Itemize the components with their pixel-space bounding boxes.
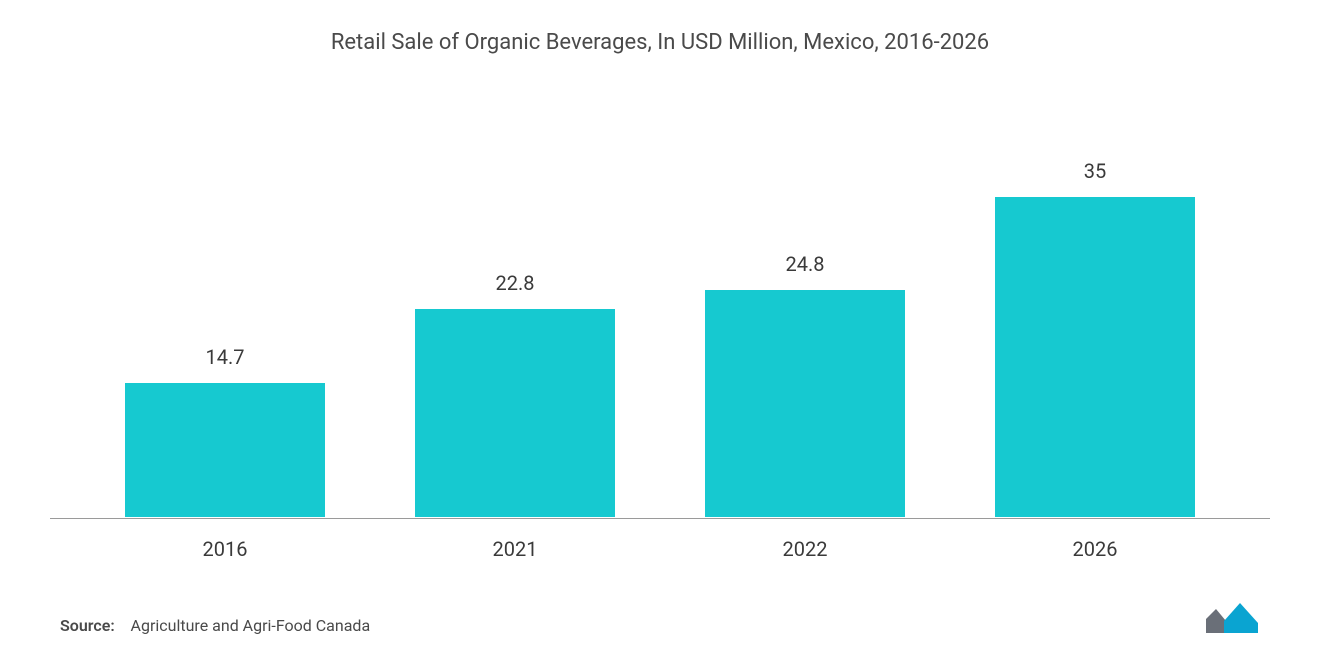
bar-value-label: 35 — [1084, 159, 1106, 183]
plot-area: 14.7 22.8 24.8 35 — [50, 105, 1270, 518]
source-line: Source: Agriculture and Agri-Food Canada — [60, 616, 370, 635]
bar-group: 14.7 — [97, 345, 352, 517]
x-axis: 2016 2021 2022 2026 — [50, 518, 1270, 561]
bar-group: 22.8 — [387, 271, 642, 517]
source-text: Agriculture and Agri-Food Canada — [131, 616, 371, 635]
bar — [995, 197, 1194, 517]
brand-logo-icon — [1204, 601, 1260, 635]
chart-footer: Source: Agriculture and Agri-Food Canada — [50, 561, 1270, 645]
bar — [705, 290, 904, 517]
x-tick-label: 2022 — [677, 529, 932, 561]
x-tick-label: 2026 — [967, 529, 1222, 561]
x-tick-label: 2021 — [387, 529, 642, 561]
chart-container: Retail Sale of Organic Beverages, In USD… — [0, 0, 1320, 665]
bar — [415, 309, 614, 517]
chart-title: Retail Sale of Organic Beverages, In USD… — [50, 30, 1270, 55]
bar-group: 35 — [967, 159, 1222, 517]
bar-group: 24.8 — [677, 252, 932, 517]
x-tick-label: 2016 — [97, 529, 352, 561]
bar — [125, 383, 324, 517]
bar-value-label: 22.8 — [496, 271, 535, 295]
bar-value-label: 24.8 — [786, 252, 825, 276]
bar-value-label: 14.7 — [206, 345, 245, 369]
source-label: Source: — [60, 616, 115, 635]
